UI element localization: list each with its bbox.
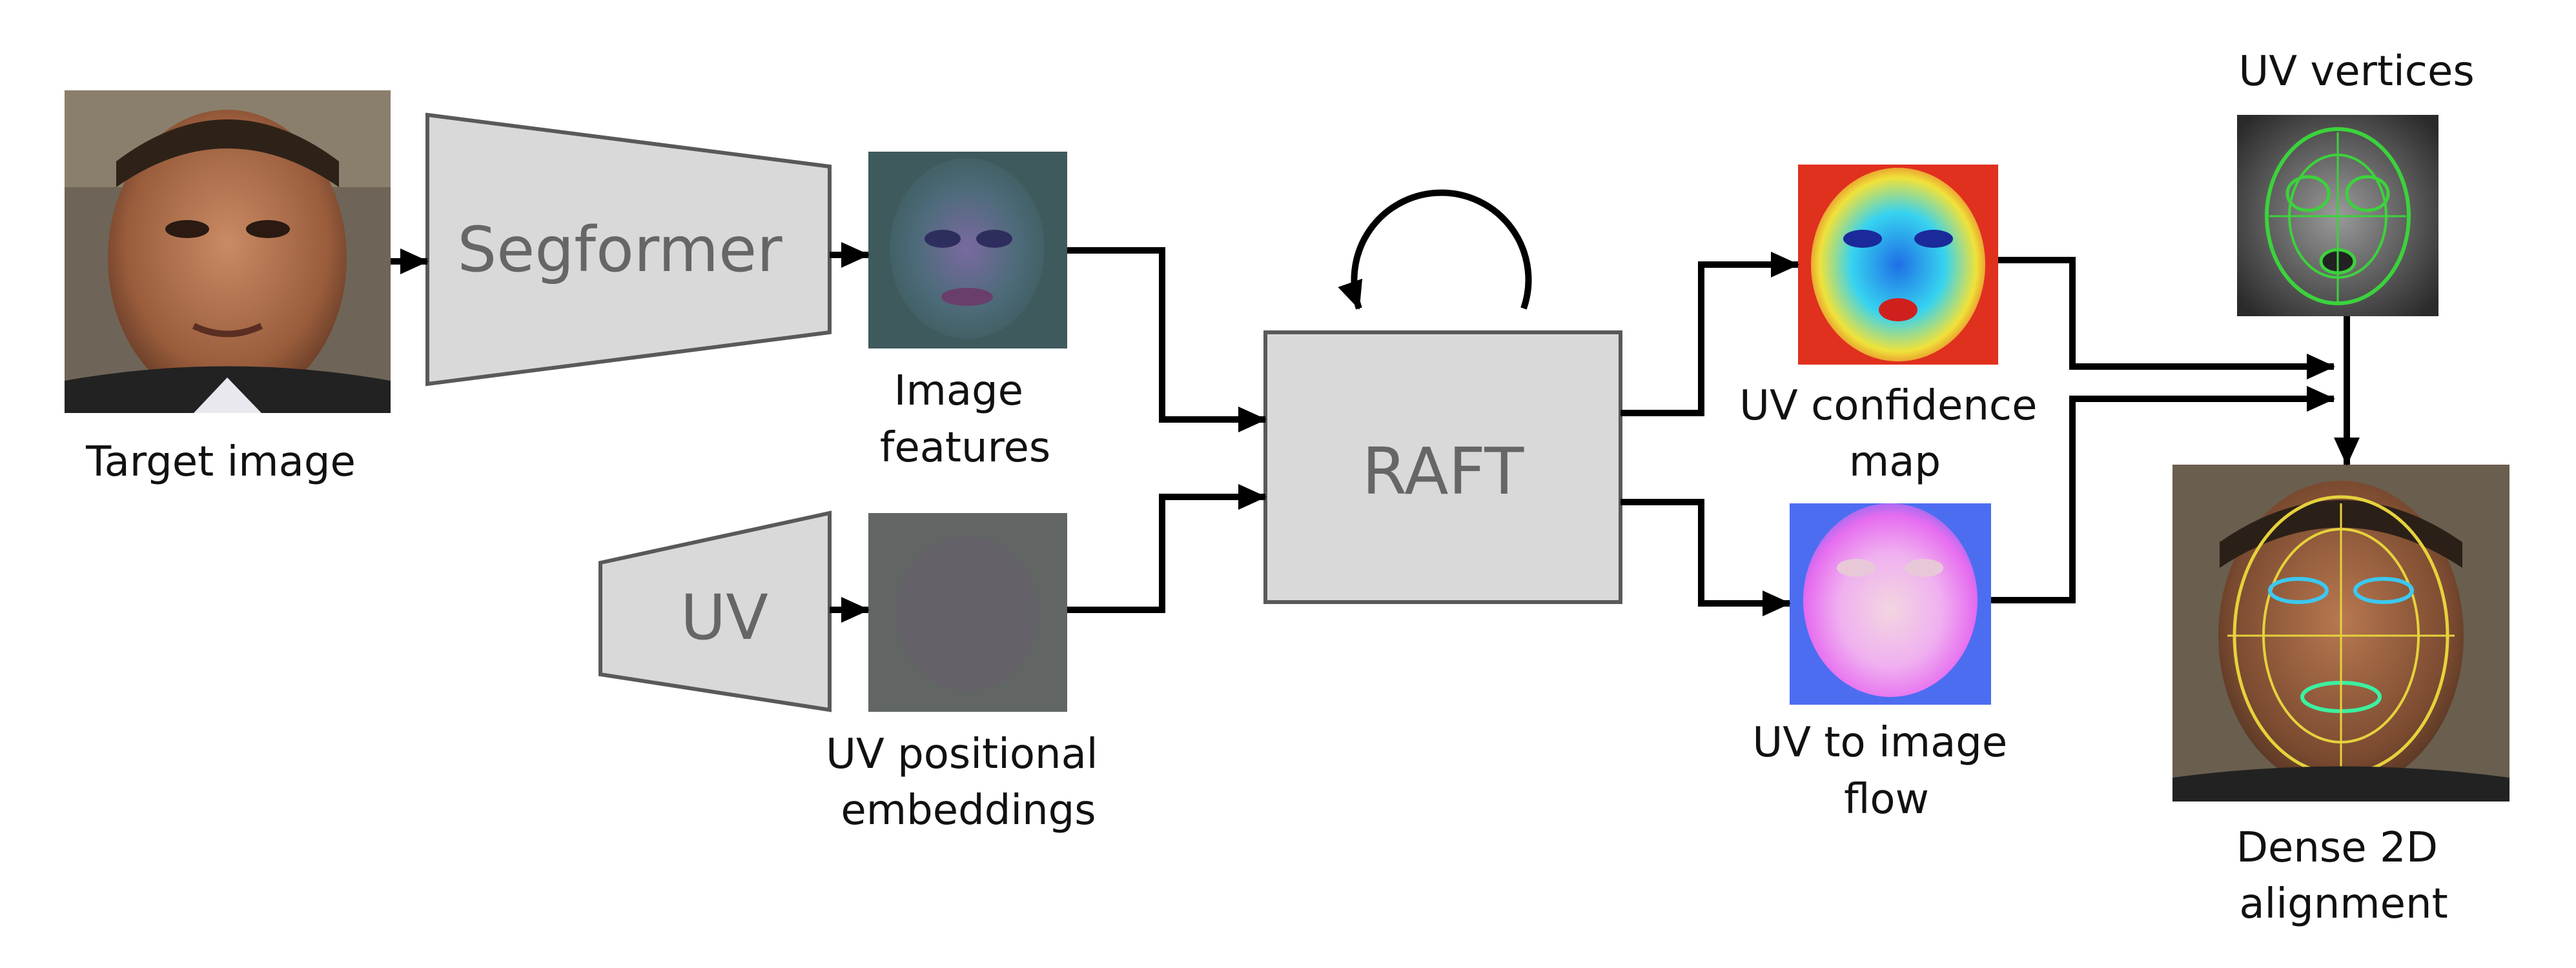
uv-to-image-flow-map <box>1790 503 1991 705</box>
uv-encoder-block <box>598 510 832 712</box>
arrow-flow-to-alignment <box>1991 386 2335 603</box>
uv-vertices-label: UV vertices <box>2238 48 2474 96</box>
arrow-raft-to-flow <box>1620 499 1791 616</box>
dense-alignment-label: Dense 2D alignment <box>2236 824 2451 928</box>
raft-block <box>1263 330 1622 604</box>
uv-positional-embeddings-map <box>868 513 1067 712</box>
uv-confidence-map-label: UV confidence map <box>1739 382 2050 486</box>
uv-confidence-map <box>1798 165 1998 365</box>
segformer-block <box>425 112 832 387</box>
target-image-label: Target image <box>85 438 356 486</box>
arrow-raft-to-confidence <box>1620 252 1799 416</box>
target-image <box>65 90 391 413</box>
raft-iteration-loop-arrow <box>1338 189 1532 310</box>
raft-label: RAFT <box>1362 434 1525 509</box>
uv-positional-embeddings-label: UV positional embeddings <box>826 731 1111 834</box>
image-features-map <box>868 152 1067 348</box>
arrow-features-to-raft <box>1067 247 1267 432</box>
dense-alignment-image <box>2172 465 2510 802</box>
arrow-embeddings-to-raft <box>1067 484 1267 613</box>
uv-to-image-flow-label: UV to image flow <box>1752 719 2020 823</box>
uv-encoder-label: UV <box>680 581 768 654</box>
image-features-label: Image features <box>880 367 1050 472</box>
uv-vertices-map <box>2237 115 2438 316</box>
arrow-confidence-to-alignment <box>1998 257 2335 379</box>
segformer-label: Segformer <box>457 214 782 286</box>
